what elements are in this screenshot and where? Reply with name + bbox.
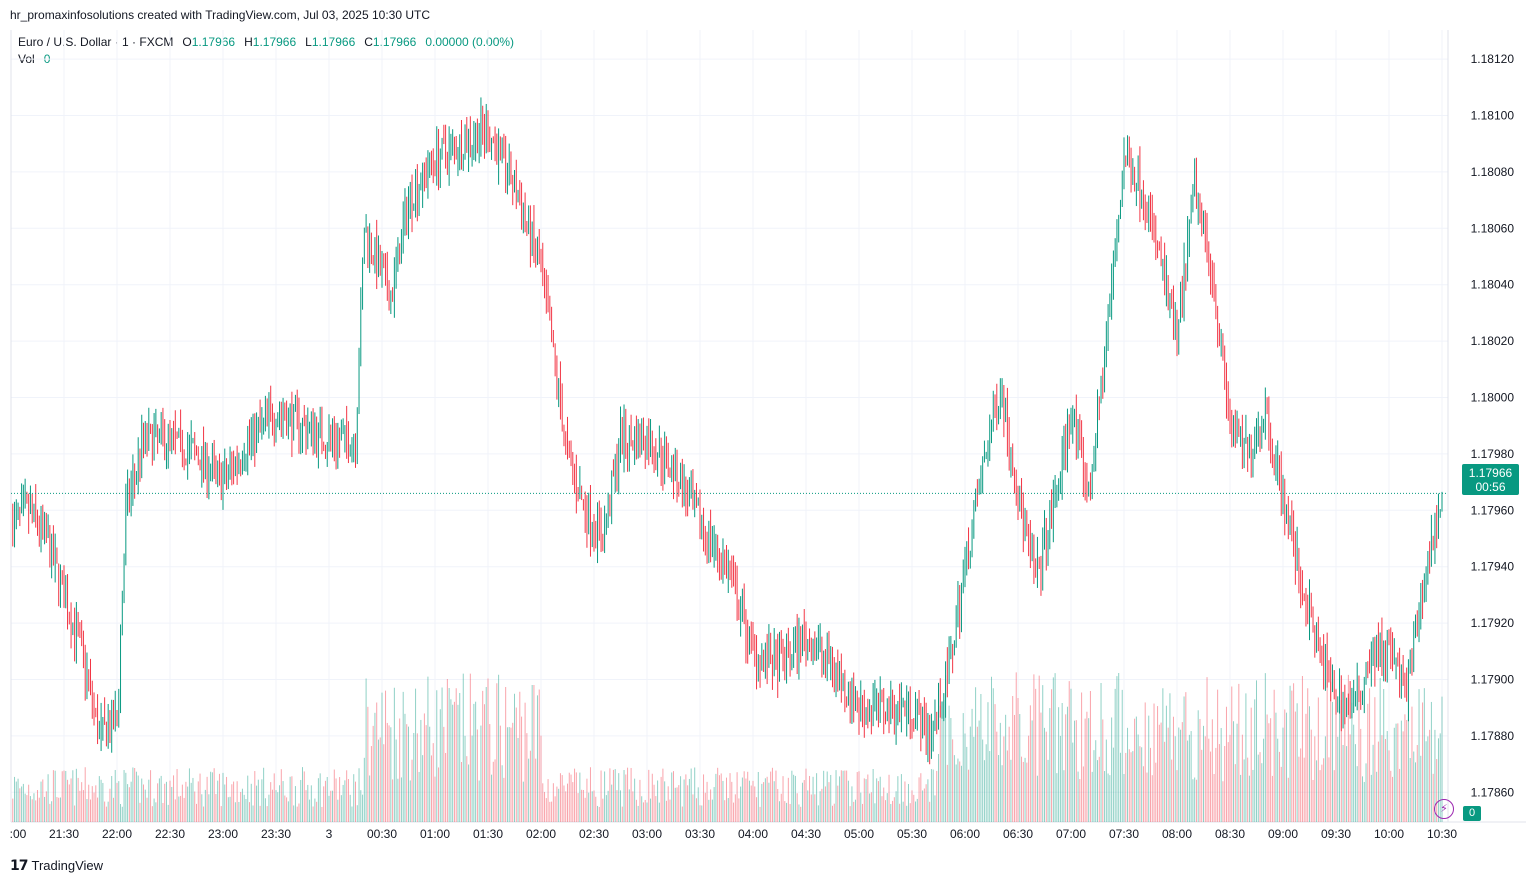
time-tick-label: 23:00 (208, 827, 238, 841)
time-tick-label: 3 (326, 827, 333, 841)
time-tick-label: 23:30 (261, 827, 291, 841)
time-tick-label: 06:00 (950, 827, 980, 841)
open-value: 1.17966 (191, 35, 236, 49)
time-tick-label: 03:00 (632, 827, 662, 841)
low-label: L (305, 35, 312, 49)
time-tick-label: 03:30 (685, 827, 715, 841)
time-tick-label: 06:30 (1003, 827, 1033, 841)
close-label: C (364, 35, 373, 49)
time-tick-label: 02:00 (526, 827, 556, 841)
price-tick-label: 1.18000 (1471, 391, 1515, 405)
alert-bolt-icon[interactable]: ⚡ (1434, 799, 1454, 819)
price-axis: 1.18120 1.18100 1.18080 1.18060 1.18040 1.180… (1471, 52, 1515, 799)
time-tick-label: 09:00 (1268, 827, 1298, 841)
time-tick-label: 10:30 (1427, 827, 1457, 841)
symbol-legend: Euro / U.S. Dollar · 1 · FXCM O 1.17966 H… (18, 34, 514, 68)
chart-grid (10, 30, 1526, 823)
time-tick-label: 07:30 (1109, 827, 1139, 841)
time-tick-label: 04:00 (738, 827, 768, 841)
price-tick-label: 1.17960 (1471, 503, 1515, 517)
tradingview-logo-icon: 𝟭𝟳 (10, 857, 29, 873)
volume-bars (12, 672, 1443, 822)
time-axis: :00 21:30 22:00 22:30 23:00 23:30 3 00:30 01:00 0… (10, 827, 1458, 841)
price-tick-label: 1.18080 (1471, 165, 1515, 179)
time-tick-label: 21:30 (49, 827, 79, 841)
time-tick-label: 22:30 (155, 827, 185, 841)
price-tick-label: 1.17920 (1471, 616, 1515, 630)
footer-brand: TradingView (31, 858, 104, 873)
last-price-tag[interactable]: 1.17966 00:56 (1462, 464, 1519, 495)
price-tick-label: 1.17860 (1471, 785, 1515, 799)
tradingview-footer[interactable]: 𝟭𝟳 TradingView (10, 857, 103, 874)
symbol-title[interactable]: Euro / U.S. Dollar · 1 · FXCM (18, 35, 174, 49)
time-tick-label: 00:30 (367, 827, 397, 841)
last-price-value: 1.17966 (1468, 466, 1513, 480)
high-value: 1.17966 (252, 35, 297, 49)
price-tick-label: 1.18100 (1471, 109, 1515, 123)
time-tick-label: 08:00 (1162, 827, 1192, 841)
price-tick-label: 1.18020 (1471, 334, 1515, 348)
time-tick-label: 01:00 (420, 827, 450, 841)
price-tick-label: 1.17900 (1471, 673, 1515, 687)
price-tick-label: 1.17880 (1471, 729, 1515, 743)
high-label: H (244, 35, 253, 49)
time-tick-label: 05:00 (844, 827, 874, 841)
candles (12, 97, 1443, 765)
time-tick-label: 22:00 (102, 827, 132, 841)
time-tick-label: 07:00 (1056, 827, 1086, 841)
chart-attribution: hr_promaxinfosolutions created with Trad… (10, 8, 431, 22)
price-tick-label: 1.17940 (1471, 560, 1515, 574)
price-tick-label: 1.17980 (1471, 447, 1515, 461)
time-tick-label: 01:30 (473, 827, 503, 841)
time-tick-label: 08:30 (1215, 827, 1245, 841)
time-tick-label: 04:30 (791, 827, 821, 841)
price-tick-label: 1.18060 (1471, 221, 1515, 235)
time-tick-label: 02:30 (579, 827, 609, 841)
price-tick-label: 1.18040 (1471, 278, 1515, 292)
time-tick-label: 10:00 (1374, 827, 1404, 841)
volume-tag: 0 (1463, 806, 1481, 821)
time-tick-label: 05:30 (897, 827, 927, 841)
change-value: 0.00000 (0.00%) (425, 35, 515, 49)
price-tick-label: 1.18120 (1471, 52, 1515, 66)
bar-countdown: 00:56 (1475, 480, 1506, 494)
time-tick-label: :00 (10, 827, 27, 841)
time-tick-label: 09:30 (1321, 827, 1351, 841)
low-value: 1.17966 (311, 35, 356, 49)
close-value: 1.17966 (372, 35, 417, 49)
open-label: O (182, 35, 192, 49)
